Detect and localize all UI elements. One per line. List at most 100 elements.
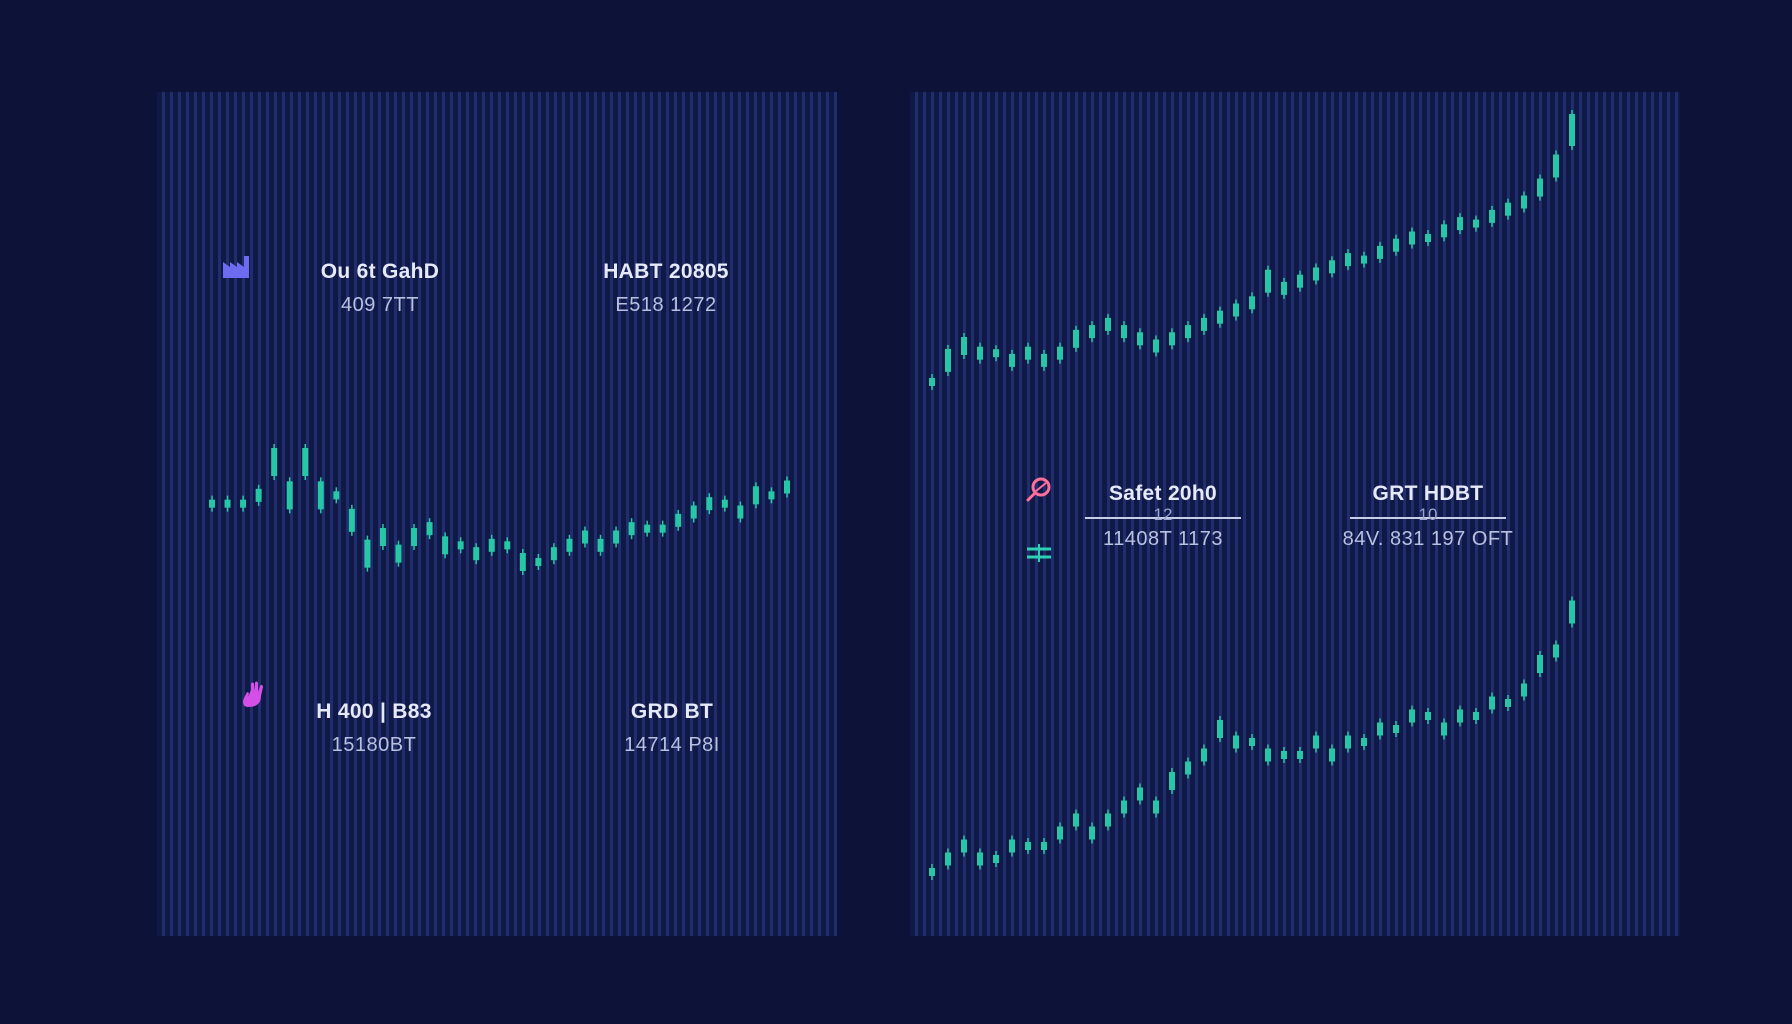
candle-s0-26 bbox=[613, 530, 620, 544]
stat-value: 84V. 831 197 OFT bbox=[1342, 528, 1514, 550]
candle-s0-29 bbox=[1393, 238, 1399, 252]
candle-s1-31 bbox=[1425, 712, 1431, 720]
candle-s1-13 bbox=[1137, 787, 1143, 801]
candle-s0-4 bbox=[271, 448, 278, 476]
candle-s0-5 bbox=[286, 481, 293, 510]
candle-s0-13 bbox=[1137, 332, 1143, 346]
candle-s0-6 bbox=[1025, 346, 1031, 360]
equals-icon bbox=[1027, 544, 1051, 562]
candle-s1-5 bbox=[1009, 839, 1015, 853]
candle-s1-35 bbox=[1489, 696, 1495, 710]
candle-s0-22 bbox=[550, 547, 557, 561]
candle-s0-2 bbox=[961, 337, 967, 355]
stat-divider-label: 10 bbox=[1418, 505, 1438, 524]
candle-s0-7 bbox=[317, 481, 324, 510]
stat-label: Ou 6t GahD bbox=[320, 260, 440, 283]
candle-s1-19 bbox=[1233, 735, 1239, 749]
candle-s1-33 bbox=[1457, 709, 1463, 723]
stat-left-3: H 400 | B83 15180BT bbox=[274, 700, 474, 757]
candle-s0-28 bbox=[1377, 245, 1383, 259]
candle-s1-6 bbox=[1025, 842, 1031, 850]
candle-s0-12 bbox=[395, 544, 402, 563]
candle-s0-30 bbox=[1409, 231, 1415, 245]
stat-divider: 12 bbox=[1063, 505, 1263, 524]
candle-s0-8 bbox=[333, 491, 340, 500]
candle-s0-15 bbox=[442, 536, 449, 555]
candle-s1-14 bbox=[1153, 800, 1159, 814]
candle-s0-29 bbox=[659, 524, 666, 533]
candle-s0-24 bbox=[1313, 267, 1319, 281]
stat-left-4: GRD BT 14714 P8I bbox=[572, 700, 772, 757]
candle-s0-17 bbox=[1201, 317, 1207, 331]
stat-value: E518 1272 bbox=[615, 294, 717, 316]
candle-s1-38 bbox=[1537, 655, 1543, 673]
candle-s1-34 bbox=[1473, 712, 1479, 720]
candle-s1-15 bbox=[1169, 772, 1175, 790]
stat-value: 11408T 1173 bbox=[1102, 528, 1224, 550]
candle-s0-38 bbox=[1537, 178, 1543, 197]
candle-s0-35 bbox=[1489, 209, 1495, 223]
candle-s0-25 bbox=[597, 538, 604, 552]
candle-s0-1 bbox=[945, 348, 951, 372]
candle-s1-11 bbox=[1105, 813, 1111, 827]
candle-s0-14 bbox=[426, 522, 433, 536]
candle-s1-37 bbox=[1521, 683, 1527, 697]
candle-s0-26 bbox=[1345, 253, 1351, 267]
candle-s0-20 bbox=[1249, 296, 1255, 310]
candle-s0-15 bbox=[1169, 332, 1175, 346]
candlestick-chart-right bbox=[929, 110, 1575, 880]
candle-s0-40 bbox=[1569, 114, 1575, 146]
stat-value: 409 7TT bbox=[341, 294, 419, 316]
candle-s1-16 bbox=[1185, 761, 1191, 775]
candle-s0-27 bbox=[1361, 255, 1367, 264]
candle-s0-6 bbox=[302, 448, 309, 476]
stat-value: 14714 P8I bbox=[624, 734, 720, 756]
candle-s0-32 bbox=[706, 497, 713, 511]
candle-s0-28 bbox=[644, 524, 651, 533]
candle-s0-7 bbox=[1041, 353, 1047, 367]
candle-s1-12 bbox=[1121, 800, 1127, 814]
candle-s0-24 bbox=[581, 530, 588, 544]
candle-s1-29 bbox=[1393, 725, 1399, 733]
candle-s0-23 bbox=[566, 538, 573, 552]
candle-s0-23 bbox=[1297, 274, 1303, 288]
candle-s1-20 bbox=[1249, 738, 1255, 746]
candle-s0-34 bbox=[1473, 219, 1479, 228]
candle-s0-31 bbox=[1425, 234, 1431, 242]
candle-s0-31 bbox=[690, 505, 697, 519]
candle-s0-20 bbox=[519, 553, 526, 571]
stat-right-2: GRT HDBT 10 84V. 831 197 OFT bbox=[1328, 482, 1528, 551]
candle-s0-4 bbox=[993, 349, 999, 358]
candle-s1-28 bbox=[1377, 722, 1383, 736]
stat-right-1: Safet 20h0 12 11408T 1173 bbox=[1063, 482, 1263, 551]
candle-s0-35 bbox=[752, 486, 759, 505]
candle-s0-30 bbox=[675, 513, 682, 527]
candle-s0-0 bbox=[209, 499, 215, 508]
factory-icon bbox=[223, 256, 249, 278]
candle-s0-27 bbox=[628, 522, 635, 536]
stat-label: GRT HDBT bbox=[1372, 482, 1484, 505]
candle-s1-22 bbox=[1281, 751, 1287, 759]
candle-s0-2 bbox=[240, 499, 247, 508]
candle-s0-5 bbox=[1009, 353, 1015, 367]
candle-s0-10 bbox=[364, 539, 371, 568]
candle-s1-17 bbox=[1201, 748, 1207, 762]
candle-s0-8 bbox=[1057, 346, 1063, 360]
magnifier-icon bbox=[1026, 477, 1051, 502]
candle-s1-8 bbox=[1057, 826, 1063, 840]
candle-s1-18 bbox=[1217, 720, 1223, 738]
candle-s0-32 bbox=[1441, 224, 1447, 238]
candle-s0-21 bbox=[1265, 269, 1271, 293]
candle-s1-27 bbox=[1361, 738, 1367, 746]
chart-panel-left: Ou 6t GahD 409 7TT HABT 20805 E518 1272 … bbox=[157, 92, 837, 936]
stat-left-1: Ou 6t GahD 409 7TT bbox=[280, 260, 480, 317]
candle-s0-0 bbox=[929, 378, 935, 386]
candle-s1-26 bbox=[1345, 735, 1351, 749]
candle-s0-12 bbox=[1121, 325, 1127, 339]
candle-s1-0 bbox=[929, 868, 935, 876]
candle-s1-24 bbox=[1313, 735, 1319, 749]
candle-s0-17 bbox=[473, 547, 480, 561]
candle-s1-30 bbox=[1409, 709, 1415, 723]
candle-s0-3 bbox=[255, 488, 262, 502]
candle-s0-13 bbox=[411, 528, 418, 546]
